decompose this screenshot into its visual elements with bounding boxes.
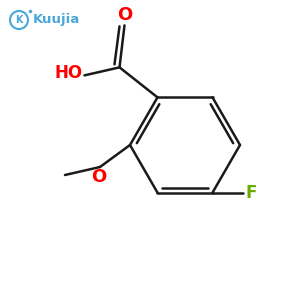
Text: O: O [117, 6, 132, 24]
Text: O: O [92, 168, 106, 186]
Text: K: K [15, 15, 23, 25]
Text: HO: HO [54, 64, 82, 82]
Text: F: F [246, 184, 257, 202]
Text: Kuujia: Kuujia [33, 14, 80, 26]
